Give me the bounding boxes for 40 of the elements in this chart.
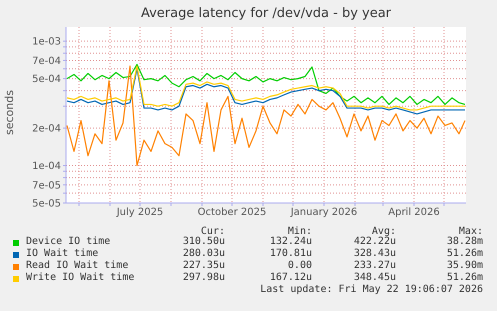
y-tick-label: 2e-04 — [32, 124, 61, 135]
legend-label: Write IO Wait time — [26, 272, 134, 283]
text: 280.03u — [182, 248, 225, 259]
x-tick-label: July 2025 — [116, 207, 164, 218]
text: Cur: — [200, 226, 225, 237]
text: 51.26m — [446, 248, 483, 259]
text: Last update: Fri May 22 19:06:07 2026 — [260, 284, 483, 295]
text: Avg: — [372, 226, 396, 237]
chart-title: Average latency for /dev/vda - by year — [140, 6, 392, 21]
legend-label: Read IO Wait time — [26, 260, 128, 271]
text: 348.45u — [354, 272, 396, 283]
y-axis-title: seconds — [3, 90, 16, 135]
text: 38.28m — [446, 236, 483, 247]
text: 233.27u — [354, 260, 396, 271]
text: 35.90m — [446, 260, 483, 271]
line-series — [66, 66, 466, 166]
text: 422.22u — [354, 236, 396, 247]
y-tick-label: 1e-04 — [32, 161, 61, 172]
x-tick-label: April 2026 — [388, 207, 440, 218]
y-tick-label: 5e-05 — [32, 198, 61, 210]
text: Max: — [458, 226, 483, 237]
y-tick-label: 5e-04 — [32, 74, 61, 86]
y-tick-label: 7e-05 — [32, 180, 61, 192]
x-tick-label: October 2025 — [198, 207, 266, 218]
text: 297.98u — [182, 272, 225, 283]
text: 132.24u — [270, 236, 312, 247]
text: 0.00 — [288, 260, 312, 271]
y-tick-label: 7e-04 — [32, 56, 61, 67]
text: 170.81u — [270, 248, 312, 259]
legend-label: Device IO time — [26, 236, 110, 247]
text: 167.12u — [270, 272, 312, 283]
legend-label: IO Wait time — [26, 248, 98, 259]
text: 51.26m — [446, 272, 483, 283]
text: Min: — [288, 226, 312, 237]
x-tick-label: January 2026 — [290, 207, 358, 218]
text: 328.43u — [354, 248, 396, 259]
y-tick-label: 1e-03 — [32, 36, 61, 48]
text: 310.50u — [182, 236, 225, 247]
line-series — [66, 64, 466, 106]
text: 227.35u — [182, 260, 225, 271]
